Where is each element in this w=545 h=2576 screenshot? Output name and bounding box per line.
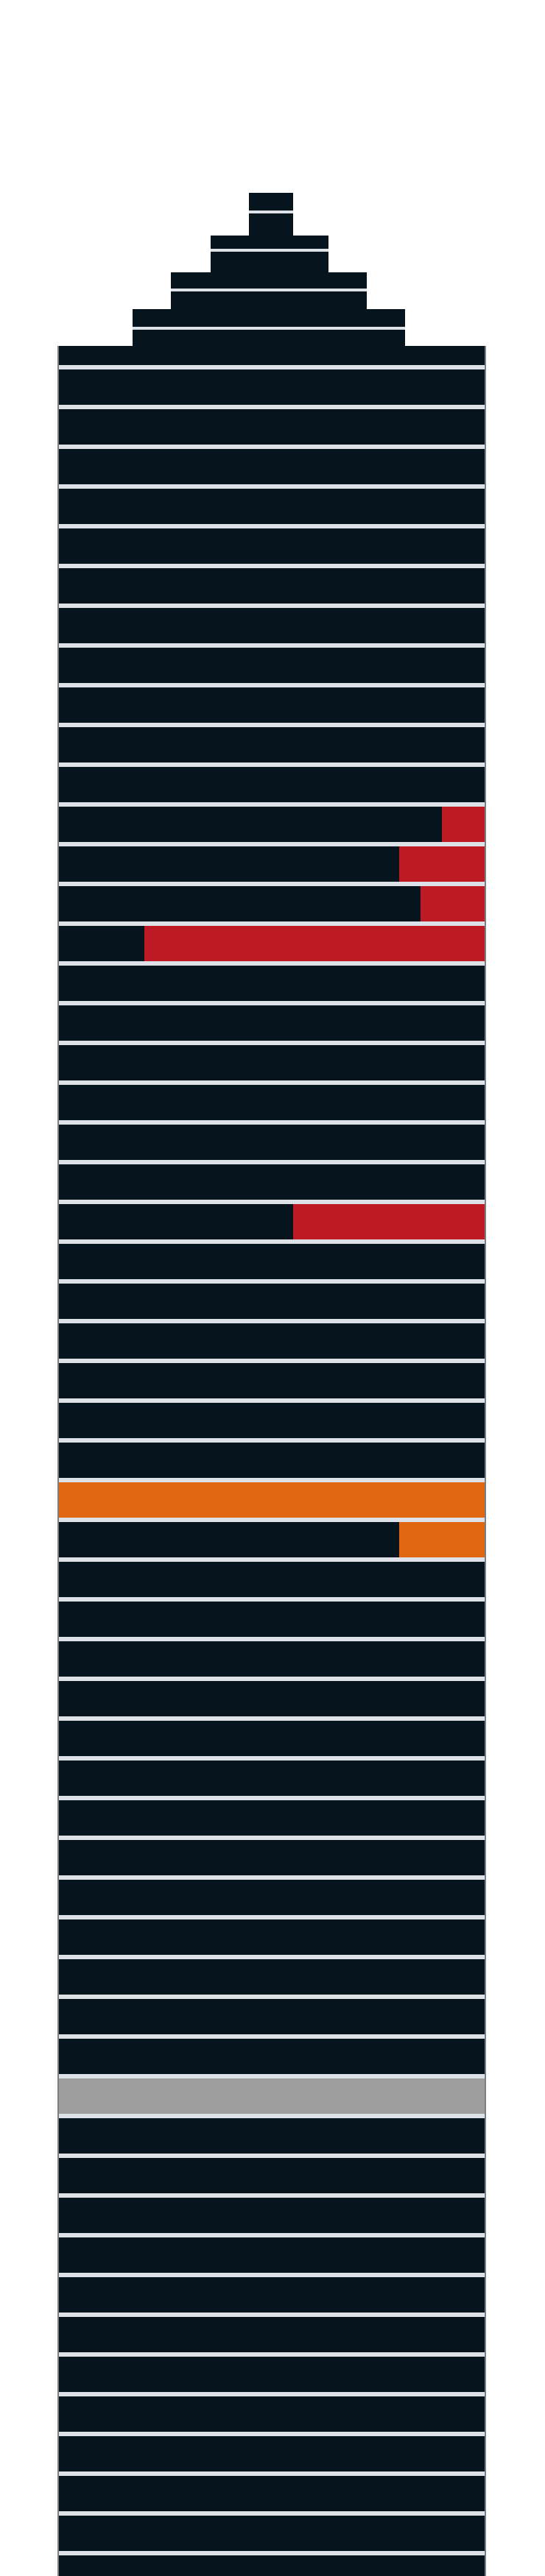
- crown-separator: [171, 289, 367, 291]
- floor-16: [59, 966, 485, 1001]
- crown-base: [59, 346, 485, 365]
- floor-51: [59, 2357, 485, 2392]
- floor-37: [59, 1800, 485, 1836]
- floor-56: [59, 2555, 485, 2576]
- floor-19: [59, 1085, 485, 1120]
- floor-6: [59, 568, 485, 604]
- floor-44-gray: [59, 2078, 485, 2114]
- floor-20: [59, 1125, 485, 1160]
- floor-50: [59, 2317, 485, 2352]
- tower-crown: [59, 193, 485, 365]
- floor-8: [59, 648, 485, 683]
- floor-18: [59, 1045, 485, 1080]
- floor-30-orange-segment: [399, 1522, 485, 1557]
- floor-17: [59, 1005, 485, 1041]
- crown-tier-3: [211, 236, 328, 272]
- floor-40: [59, 1919, 485, 1955]
- floor-1: [59, 369, 485, 405]
- floor-12-red-segment: [442, 807, 485, 842]
- floor-36: [59, 1761, 485, 1796]
- floor-24: [59, 1284, 485, 1319]
- floor-47: [59, 2198, 485, 2233]
- floor-14: [59, 886, 421, 921]
- floor-48: [59, 2237, 485, 2273]
- floor-35: [59, 1721, 485, 1756]
- floor-30: [59, 1522, 399, 1557]
- floor-3: [59, 449, 485, 484]
- tower-shaft: [57, 346, 486, 2576]
- floor-22: [59, 1204, 293, 1239]
- floor-54: [59, 2476, 485, 2511]
- floor-12: [59, 807, 442, 842]
- floor-9: [59, 687, 485, 723]
- floor-22-red-segment: [293, 1204, 485, 1239]
- crown-separator: [249, 210, 293, 213]
- floor-42: [59, 1999, 485, 2034]
- floor-13: [59, 846, 399, 882]
- floor-33: [59, 1641, 485, 1677]
- floor-53: [59, 2436, 485, 2471]
- floor-25: [59, 1323, 485, 1359]
- floor-15: [59, 926, 144, 961]
- floor-4: [59, 489, 485, 524]
- floor-39: [59, 1880, 485, 1915]
- floor-2: [59, 409, 485, 445]
- floor-46: [59, 2158, 485, 2193]
- crown-spire: [249, 193, 293, 236]
- floor-52: [59, 2396, 485, 2432]
- shaft-right-edge: [485, 346, 486, 2576]
- floor-31: [59, 1562, 485, 1597]
- floor-10: [59, 727, 485, 762]
- floor-7: [59, 608, 485, 643]
- floor-43: [59, 2039, 485, 2074]
- floor-27: [59, 1403, 485, 1438]
- floor-55: [59, 2516, 485, 2551]
- floor-32: [59, 1602, 485, 1637]
- floor-28: [59, 1443, 485, 1478]
- floor-38: [59, 1840, 485, 1875]
- floor-34: [59, 1681, 485, 1716]
- floor-5: [59, 528, 485, 564]
- floor-23: [59, 1244, 485, 1279]
- floor-29-orange: [59, 1482, 485, 1518]
- floor-15-red-segment: [144, 926, 485, 961]
- floor-14-red-segment: [421, 886, 485, 921]
- floor-49: [59, 2277, 485, 2313]
- floor-45: [59, 2118, 485, 2154]
- floor-26: [59, 1363, 485, 1398]
- floor-21: [59, 1164, 485, 1200]
- crown-separator: [133, 327, 405, 330]
- floor-11: [59, 767, 485, 802]
- shaft-left-edge: [57, 346, 59, 2576]
- floor-41: [59, 1959, 485, 1995]
- floor-13-red-segment: [399, 846, 485, 882]
- crown-separator: [211, 249, 328, 252]
